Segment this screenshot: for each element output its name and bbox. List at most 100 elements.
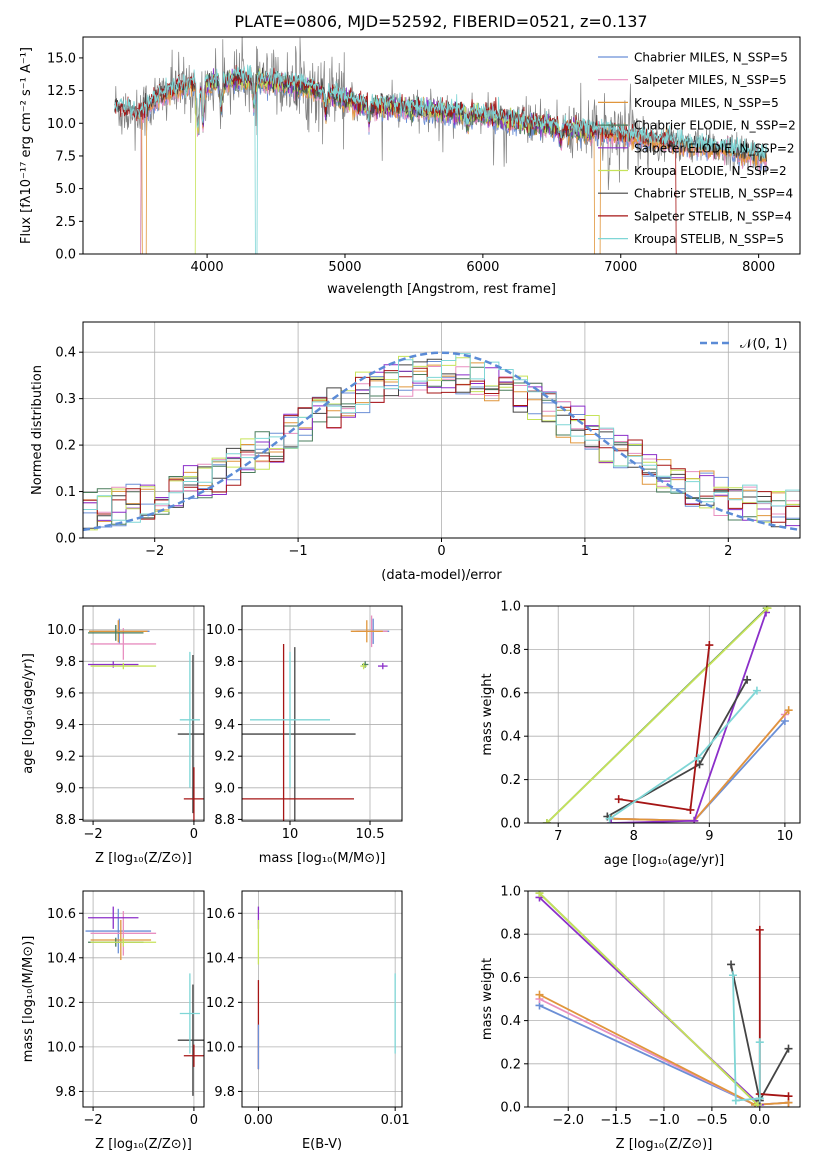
error-bar — [242, 647, 356, 821]
figure-title: PLATE=0806, MJD=52592, FIBERID=0521, z=0… — [234, 12, 647, 31]
gaussian-curve — [83, 351, 800, 532]
weight-marker — [535, 891, 544, 898]
error-bar — [89, 620, 148, 643]
weight-marker — [686, 805, 695, 814]
x-axis-label: Z [log₁₀(Z/Z⊙)] — [95, 1137, 192, 1152]
x-tick-label: 6000 — [466, 260, 499, 275]
x-tick-label: 9 — [705, 829, 713, 844]
weight-marker — [763, 606, 772, 613]
x-tick-label: −2 — [145, 544, 164, 559]
y-tick-label: 8.8 — [214, 813, 235, 828]
error-bar — [183, 1044, 204, 1067]
x-tick-label: −1.5 — [600, 1113, 632, 1128]
legend-label: Salpeter MILES, N_SSP=5 — [634, 73, 787, 87]
spectrum-chart: 4000 5000 6000 7000 8000 0.0 2.5 5.0 7.5 10.0 12.5… — [19, 36, 801, 297]
x-tick-label: −1.0 — [648, 1113, 680, 1128]
weight-series — [603, 675, 752, 821]
plot-area — [88, 618, 204, 821]
weight-series — [614, 641, 714, 814]
x-axis-label: mass [log₁₀(M/M⊙)] — [259, 851, 386, 866]
weight-marker — [755, 1094, 764, 1103]
x-tick-label: 0 — [190, 1113, 198, 1128]
y-tick-label: 10.6 — [206, 907, 235, 922]
y-tick-label: 9.8 — [214, 1085, 235, 1100]
legend-label: Salpeter STELIB, N_SSP=4 — [634, 209, 792, 223]
weight-marker — [784, 1044, 793, 1053]
y-tick-label: 0.4 — [55, 346, 76, 361]
error-bar — [88, 624, 144, 641]
y-tick-label: 9.8 — [214, 655, 235, 670]
grid — [83, 606, 204, 821]
y-tick-label: 15.0 — [47, 51, 76, 66]
y-tick-label: 10.4 — [47, 951, 76, 966]
residual-histogram — [83, 353, 800, 523]
y-tick-label: 10.2 — [47, 996, 76, 1011]
error-bar — [177, 655, 204, 814]
x-axis-label: Z [log₁₀(Z/Z⊙)] — [616, 1137, 713, 1152]
axes-box — [82, 890, 205, 1108]
error-bar — [90, 919, 152, 961]
y-tick-label: 0.8 — [500, 928, 521, 943]
x-tick-label: 10.5 — [356, 827, 385, 842]
x-tick-label: 0.00 — [244, 1113, 273, 1128]
weight-marker — [755, 925, 764, 934]
error-bar — [88, 906, 139, 929]
residual-histogram — [83, 364, 800, 527]
y-tick-label: 9.0 — [55, 781, 76, 796]
x-axis-label: E(B-V) — [302, 1137, 342, 1152]
spectrum-legend: Chabrier MILES, N_SSP=5 Salpeter MILES, N… — [598, 51, 796, 246]
weight-line — [611, 612, 767, 823]
weight-line — [609, 690, 758, 820]
weight-marker — [614, 795, 623, 804]
y-tick-label: 0.0 — [500, 1101, 521, 1116]
y-tick-label: 0.2 — [55, 439, 76, 454]
axes-frame: −2 −1 0 1 2 0.0 0.1 0.2 0.3 0.4 (data-model)/error… — [30, 321, 801, 583]
y-tick-label: 12.5 — [47, 84, 76, 99]
x-tick-label: 10 — [777, 829, 794, 844]
y-tick-label: 0.6 — [500, 686, 521, 701]
y-tick-label: 0.3 — [55, 392, 76, 407]
y-tick-label: 1.0 — [500, 600, 521, 615]
weight-marker — [727, 960, 736, 969]
y-tick-label: 0.6 — [500, 971, 521, 986]
grid — [242, 606, 402, 821]
x-tick-label: 0.01 — [381, 1113, 410, 1128]
weight-marker — [755, 1038, 764, 1047]
y-axis-label: Normed distribution — [30, 365, 45, 495]
error-bar — [250, 651, 330, 788]
y-tick-label: 0.2 — [500, 773, 521, 788]
weight-series — [542, 606, 772, 823]
weight-series — [728, 971, 764, 1105]
age-vs-metallicity-chart: −2 0 8.8 9.0 9.2 9.4 9.6 9.8 10.0 Z [log₁₀(Z/Z⊙)]… — [21, 605, 205, 866]
grid — [242, 891, 402, 1107]
legend-label: Kroupa MILES, N_SSP=5 — [634, 96, 779, 110]
weight-line — [611, 713, 786, 822]
error-bar — [360, 662, 367, 670]
weight-marker — [705, 641, 714, 650]
axes-box — [527, 605, 801, 824]
weight-marker — [535, 990, 544, 999]
legend-label: Salpeter ELODIE, N_SSP=2 — [634, 141, 795, 155]
y-axis-label: mass [log₁₀(M/M⊙)] — [21, 936, 36, 1063]
weight-marker — [784, 1092, 793, 1101]
axes-frame: 7 8 9 10 0.0 0.2 0.4 0.6 0.8 1.0 age [log₁₀(age/yr… — [480, 600, 801, 868]
error-bar — [350, 620, 383, 643]
weight-marker — [752, 686, 761, 695]
grid — [528, 605, 800, 824]
x-tick-label: 5000 — [328, 260, 361, 275]
weight-marker — [743, 675, 752, 684]
axes-box — [241, 890, 403, 1108]
mass-weight-vs-age-chart: 7 8 9 10 0.0 0.2 0.4 0.6 0.8 1.0 age [log₁₀(age/yr… — [480, 600, 801, 868]
weight-series — [607, 608, 770, 823]
y-tick-label: 9.6 — [55, 686, 76, 701]
weight-marker — [753, 1100, 762, 1107]
x-tick-label: 8000 — [742, 260, 775, 275]
plot-area — [83, 351, 800, 532]
y-tick-label: 0.0 — [55, 532, 76, 547]
x-tick-label: −1 — [289, 544, 308, 559]
y-tick-label: 9.4 — [214, 718, 235, 733]
y-tick-label: 10.0 — [206, 623, 235, 638]
y-tick-label: 7.5 — [55, 149, 76, 164]
y-tick-label: 0.4 — [500, 730, 521, 745]
